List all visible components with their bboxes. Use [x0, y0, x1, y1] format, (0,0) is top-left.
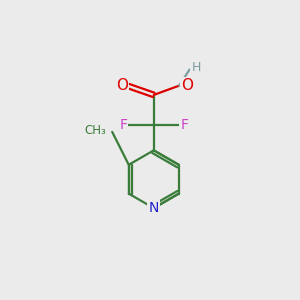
Text: N: N [148, 201, 159, 215]
Text: O: O [182, 78, 194, 93]
Text: F: F [119, 118, 127, 132]
Text: F: F [180, 118, 188, 132]
Text: H: H [191, 61, 201, 74]
Text: CH₃: CH₃ [84, 124, 106, 137]
Text: O: O [116, 78, 128, 93]
